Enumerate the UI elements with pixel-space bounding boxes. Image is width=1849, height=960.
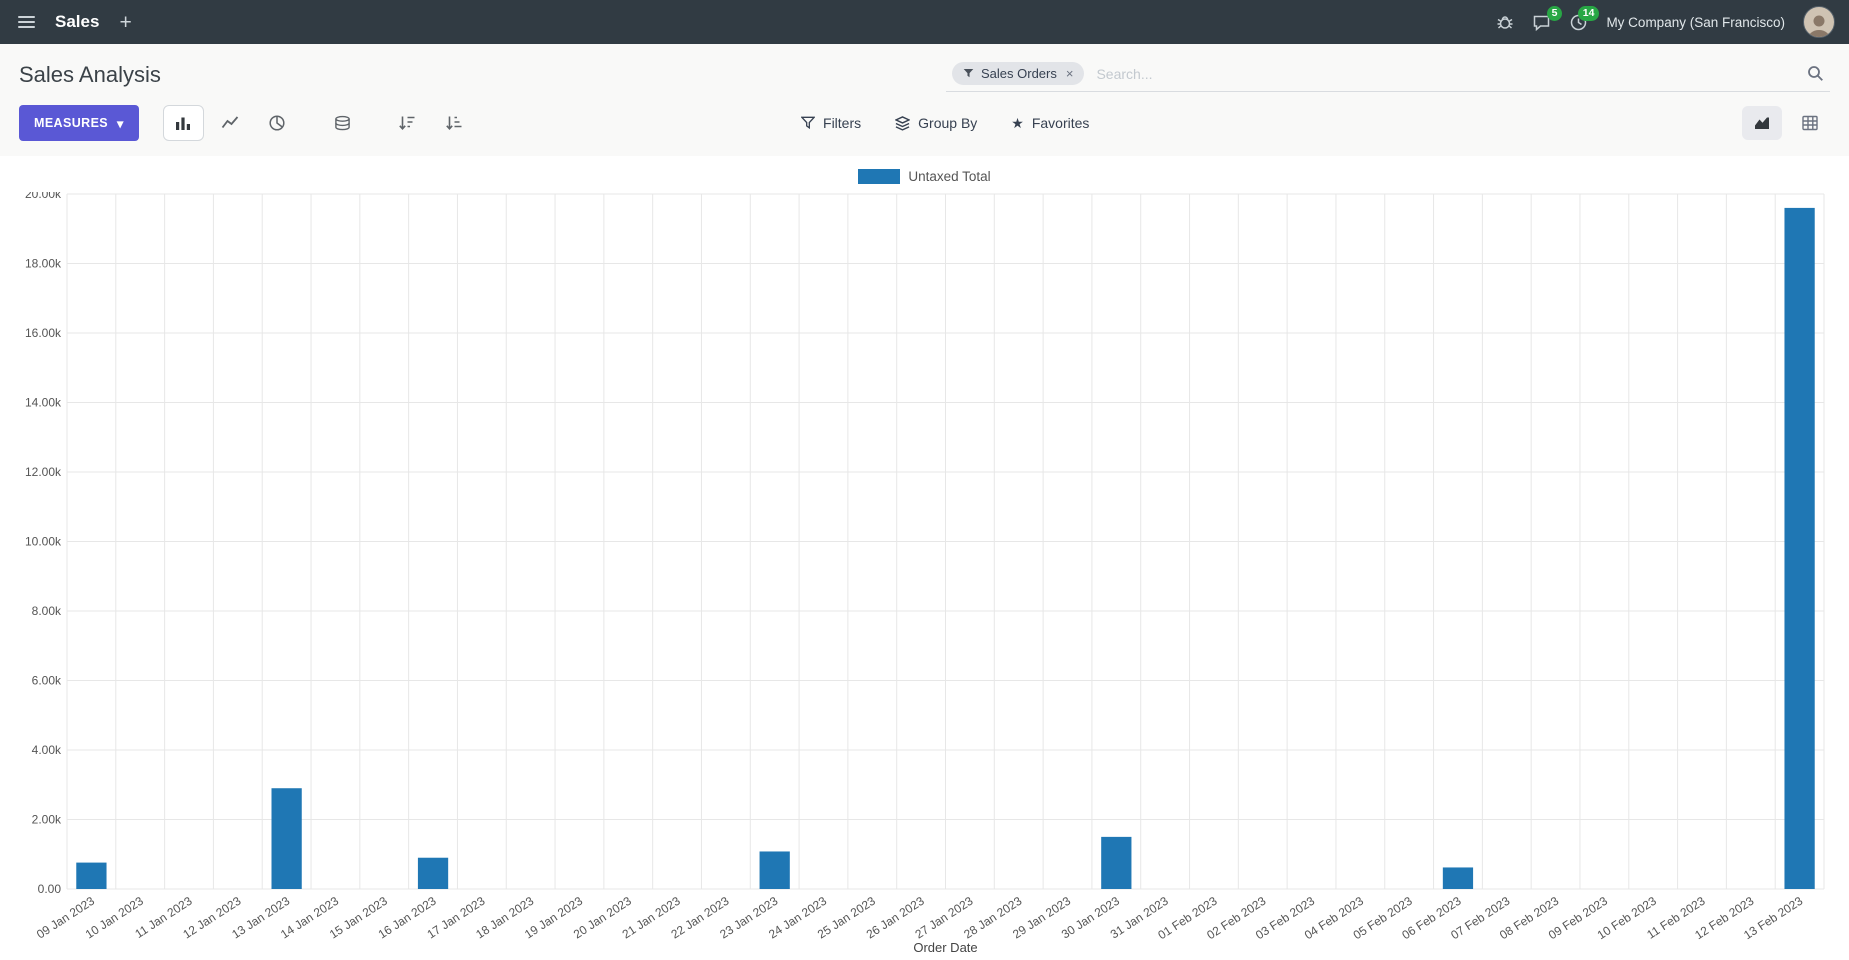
navbar-right: 5 14 My Company (San Francisco) (1496, 5, 1835, 38)
stacked-database-icon (334, 115, 350, 130)
line-chart-icon (222, 116, 239, 129)
y-tick-label: 20.00k (25, 192, 62, 201)
filters-button[interactable]: Filters (801, 115, 861, 131)
graph-view-button[interactable] (1741, 106, 1782, 140)
search-bar[interactable]: Sales Orders × (946, 58, 1830, 92)
chart-bar[interactable] (1101, 836, 1132, 889)
y-tick-label: 18.00k (25, 257, 62, 271)
pie-chart-mode-button[interactable] (257, 105, 298, 141)
navbar-left: Sales + (14, 12, 136, 33)
stacked-toggle-button[interactable] (322, 105, 363, 141)
chart-bar[interactable] (76, 862, 107, 889)
search-input[interactable] (1094, 64, 1797, 83)
y-tick-label: 6.00k (32, 674, 62, 688)
chart-container: Untaxed Total 0.00 2.00k 4.00k 6.00k 8.00k 10… (0, 156, 1849, 960)
page-title: Sales Analysis (19, 62, 161, 87)
toolbar-row: MEASURES ▾ (0, 102, 1849, 144)
area-chart-icon (1754, 117, 1769, 129)
app-name[interactable]: Sales (55, 12, 100, 31)
y-tick-label: 12.00k (25, 465, 62, 479)
messages-badge: 5 (1546, 5, 1563, 22)
chart-bar[interactable] (1784, 207, 1815, 889)
pie-chart-icon (269, 115, 285, 131)
bar-chart-icon (176, 117, 191, 130)
chart-controls: MEASURES ▾ (19, 105, 475, 141)
bar-chart[interactable]: 0.00 2.00k 4.00k 6.00k 8.00k 10.00k 12.00k 14.0… (19, 192, 1830, 960)
search-facet-label: Sales Orders (981, 66, 1057, 81)
plus-icon[interactable]: + (119, 10, 132, 34)
favorites-button[interactable]: ★ Favorites (1011, 115, 1090, 131)
y-tick-label: 2.00k (32, 813, 62, 827)
search-facet[interactable]: Sales Orders × (952, 62, 1085, 85)
view-switcher (1741, 106, 1830, 140)
breadcrumb-search-row: Sales Analysis Sales Orders × (0, 56, 1849, 94)
chart-legend: Untaxed Total (19, 164, 1830, 188)
filter-funnel-icon (963, 69, 974, 78)
search-options: Filters Group By ★ Favorites (801, 115, 1089, 131)
sort-desc-icon (399, 116, 415, 130)
measures-button[interactable]: MEASURES ▾ (19, 105, 139, 141)
activities-badge: 14 (1577, 5, 1600, 22)
activities-clock-icon[interactable]: 14 (1569, 5, 1600, 32)
messages-icon[interactable]: 5 (1532, 5, 1563, 32)
filters-funnel-icon (801, 116, 816, 130)
y-tick-label: 10.00k (25, 535, 62, 549)
sort-descending-button[interactable] (387, 105, 428, 141)
chart-bar[interactable] (759, 851, 790, 889)
top-navbar: Sales + 5 14 My Company (San Francisco) (0, 0, 1849, 44)
legend-swatch (858, 168, 901, 184)
group-by-button[interactable]: Group By (895, 115, 977, 131)
debug-bug-icon[interactable] (1496, 13, 1514, 31)
y-tick-label: 0.00 (38, 882, 62, 896)
y-tick-label: 8.00k (32, 604, 62, 618)
x-axis-title: Order Date (913, 940, 977, 955)
chart-bar[interactable] (1442, 867, 1474, 889)
y-tick-label: 16.00k (25, 326, 62, 340)
company-switcher[interactable]: My Company (San Francisco) (1606, 14, 1785, 30)
pivot-table-icon (1802, 115, 1818, 131)
group-by-layers-icon (895, 115, 911, 131)
control-panel: Sales Analysis Sales Orders × MEASURES ▾ (0, 44, 1849, 156)
facet-remove-icon[interactable]: × (1065, 66, 1074, 81)
legend-label: Untaxed Total (908, 168, 991, 184)
user-avatar[interactable] (1803, 6, 1835, 38)
pivot-view-button[interactable] (1790, 106, 1830, 140)
favorites-star-icon: ★ (1011, 115, 1024, 131)
y-tick-label: 4.00k (32, 743, 62, 757)
chevron-down-icon: ▾ (117, 116, 124, 131)
apps-menu-icon[interactable] (14, 12, 39, 32)
sort-asc-icon (446, 116, 462, 130)
bar-chart-mode-button[interactable] (162, 105, 204, 141)
sort-ascending-button[interactable] (434, 105, 475, 141)
search-icon[interactable] (1807, 65, 1824, 82)
chart-bar[interactable] (271, 788, 302, 889)
legend-item[interactable]: Untaxed Total (858, 168, 991, 184)
chart-bar[interactable] (417, 857, 449, 889)
line-chart-mode-button[interactable] (210, 105, 251, 141)
y-tick-label: 14.00k (25, 396, 62, 410)
